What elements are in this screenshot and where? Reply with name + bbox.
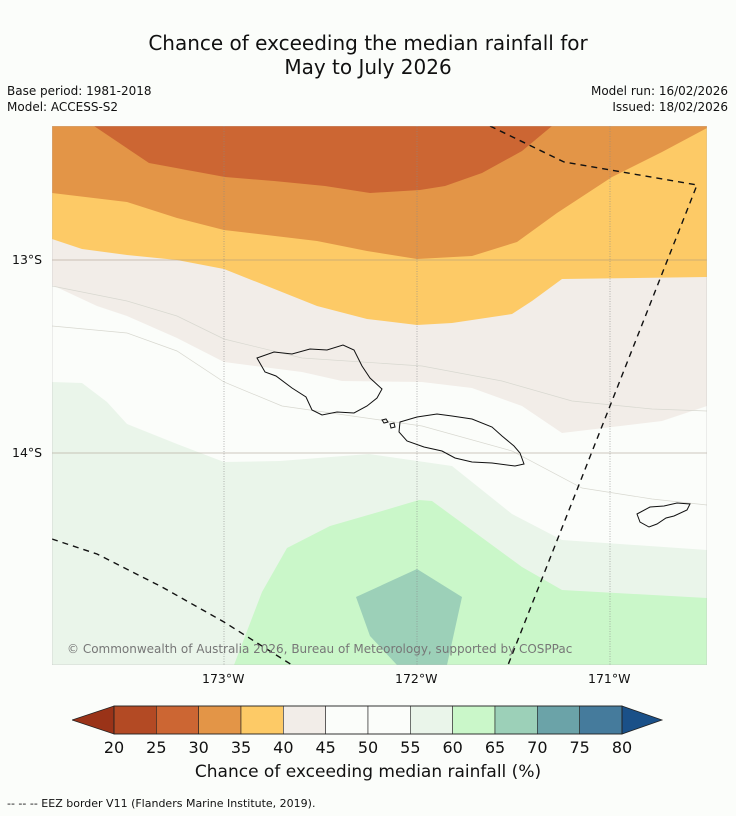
model-name: Model: ACCESS-S2 — [7, 100, 119, 114]
colorbar-tick-80: 80 — [611, 738, 633, 757]
eez-border — [52, 126, 698, 665]
issued-date: Issued: 18/02/2026 — [612, 100, 728, 114]
colorbar-tick-20: 20 — [103, 738, 125, 757]
colorbar-tick-50: 50 — [357, 738, 379, 757]
colorbar-cell-75-80 — [579, 705, 623, 735]
colorbar-cell-30-35 — [198, 705, 242, 735]
base-period: Base period: 1981-2018 — [7, 84, 152, 98]
upolu-island — [398, 413, 525, 467]
colorbar-cell-50-55 — [367, 705, 411, 735]
apolima-islet — [381, 418, 389, 424]
eez-legend-note: -- -- -- EEZ border V11 (Flanders Marine… — [7, 797, 316, 810]
rainfall-map — [52, 126, 707, 665]
lon-label-173w: 173°W — [202, 671, 245, 686]
colorbar-tick-30: 30 — [188, 738, 209, 757]
colorbar-tick-75: 75 — [569, 738, 590, 757]
colorbar-tick-35: 35 — [230, 738, 252, 757]
band-25-30 — [94, 126, 552, 193]
colorbar-cell-45-50 — [325, 705, 369, 735]
colorbar-over-arrow — [621, 705, 664, 735]
colorbar-cell-55-60 — [410, 705, 453, 735]
graticule — [52, 126, 707, 665]
colorbar-under-arrow — [72, 705, 115, 735]
band-65-70 — [356, 569, 462, 665]
model-run-date: Model run: 16/02/2026 — [590, 84, 728, 98]
lat-label-14s: 14°S — [12, 445, 43, 460]
colorbar-cell-40-45 — [283, 705, 326, 735]
colorbar-tick-55: 55 — [400, 738, 421, 757]
colorbar-cell-70-75 — [537, 705, 580, 735]
colorbar-tick-40: 40 — [273, 738, 294, 757]
chart-title-line-1: Chance of exceeding the median rainfall … — [148, 31, 588, 55]
colorbar-cell-60-65 — [452, 705, 496, 735]
colorbar-cell-35-40 — [240, 705, 284, 735]
lon-label-172w: 172°W — [395, 671, 438, 686]
colorbar-tick-25: 25 — [146, 738, 167, 757]
colorbar-tick-60: 60 — [442, 738, 463, 757]
colorbar-tick-65: 65 — [484, 738, 506, 757]
tutuila-island — [636, 502, 691, 528]
colorbar-cell-65-70 — [494, 705, 538, 735]
colorbar-tick-45: 45 — [315, 738, 336, 757]
colorbar — [72, 705, 664, 735]
savaii-island — [256, 344, 383, 416]
manono-islet — [389, 422, 396, 429]
chart-title-line-2: May to July 2026 — [284, 55, 452, 79]
colorbar-tick-70: 70 — [527, 738, 548, 757]
lat-label-13s: 13°S — [12, 252, 43, 267]
colorbar-cell-25-30 — [156, 705, 199, 735]
colorbar-cell-20-25 — [113, 705, 157, 735]
samoa-islands — [256, 344, 691, 528]
colorbar-title: Chance of exceeding median rainfall (%) — [194, 762, 542, 782]
lon-label-171w: 171°W — [588, 671, 631, 686]
copyright-credit: © Commonwealth of Australia 2026, Bureau… — [67, 642, 573, 656]
contour-lines — [52, 285, 707, 506]
